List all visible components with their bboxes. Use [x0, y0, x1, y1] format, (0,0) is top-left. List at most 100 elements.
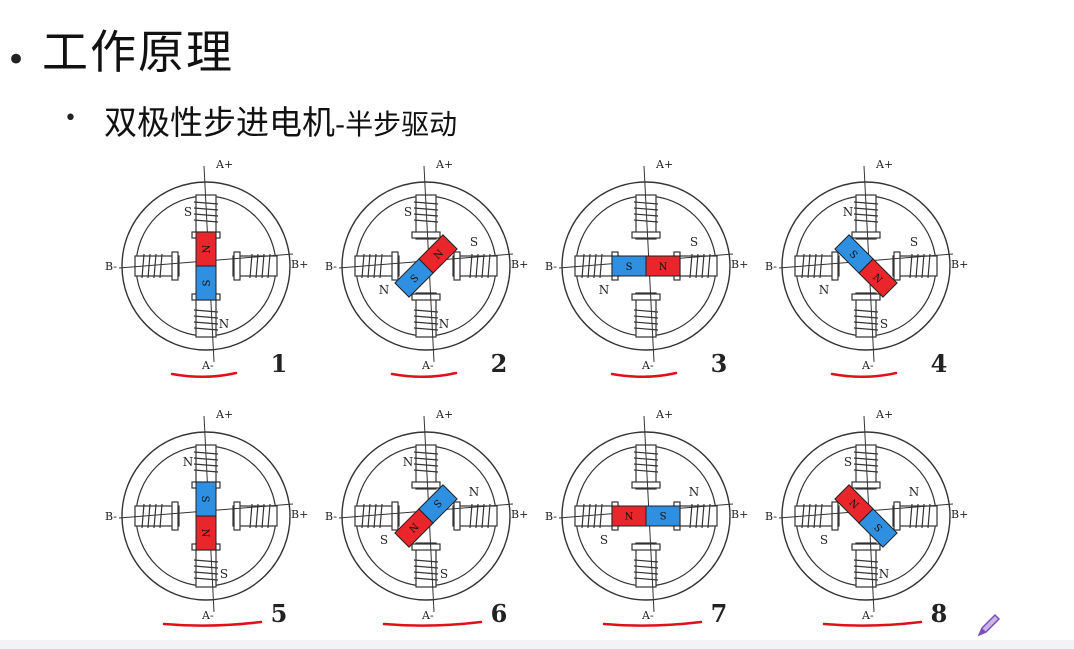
coil-winding: [481, 253, 485, 279]
pole-shoe: [453, 501, 461, 531]
motor-step-3: A+ A- B- B+ N S N S 3: [541, 152, 761, 392]
rotor-magnet: NS: [394, 234, 458, 298]
pole-shoe: [411, 231, 441, 239]
stator-pole-left-label: N: [599, 283, 610, 297]
pole-shoe: [411, 293, 441, 301]
terminal-b-plus: B+: [951, 508, 968, 521]
terminal-a-minus: A-: [421, 609, 434, 622]
pole-shoe: [171, 251, 179, 281]
coil-winding: [413, 571, 439, 575]
terminal-b-minus: B-: [325, 260, 337, 273]
coil-winding: [915, 253, 919, 279]
stator-outer-ring: [121, 431, 291, 601]
rotor-south-pole: [394, 258, 434, 298]
stator-pole-right-label: S: [690, 235, 698, 249]
coil-winding: [193, 577, 219, 581]
terminal-b-minus: B-: [105, 260, 117, 273]
subtitle-bullet: •: [64, 106, 77, 131]
coil-winding: [593, 503, 597, 529]
subtitle-suffix: -半步驱动: [335, 108, 458, 141]
coil-winding: [633, 571, 659, 575]
coil-winding: [469, 503, 473, 529]
coil-winding: [413, 327, 439, 331]
coil-winding: [193, 327, 219, 331]
title-bullet: •: [6, 40, 27, 80]
rotor-south-pole: [834, 234, 874, 274]
coil-winding: [153, 503, 157, 529]
stator-pole-top-label: S: [844, 455, 852, 469]
rotor-north-label: N: [624, 509, 633, 520]
pole-tooth: [635, 444, 657, 490]
terminal-b-minus: B-: [325, 510, 337, 523]
stator-pole: [452, 251, 498, 281]
coil-winding: [413, 577, 439, 581]
coil-winding: [373, 503, 377, 529]
red-underline-annotation: [170, 371, 238, 379]
stator-pole-bottom-label: N: [879, 567, 890, 581]
coil-winding: [707, 253, 711, 279]
stator-outer-ring: [121, 181, 291, 351]
step-number: 3: [711, 349, 728, 378]
pole-shoe: [411, 543, 441, 551]
coil-winding: [853, 571, 879, 575]
pole-shoe: [851, 481, 881, 489]
step-number: 7: [711, 599, 728, 628]
coil-winding: [193, 315, 219, 319]
motor-step-6: A+ A- B- B+ N S S N N S 6: [321, 402, 541, 642]
coil-winding: [193, 469, 219, 473]
red-underline-annotation: [390, 371, 458, 379]
terminal-a-plus: A+: [215, 158, 233, 171]
rotor-south-pole: [195, 481, 217, 517]
terminal-b-plus: B+: [731, 508, 748, 521]
coil-winding: [261, 253, 265, 279]
coil-winding: [689, 253, 693, 279]
coil-winding: [193, 571, 219, 575]
coil-winding: [853, 219, 879, 223]
coil-winding: [153, 253, 157, 279]
coil-winding: [813, 503, 817, 529]
motor-step-5: A+ A- B- B+ N S N S 5: [101, 402, 321, 642]
pole-shoe: [391, 251, 399, 281]
pole-shoe: [233, 251, 241, 281]
pole-tooth: [354, 255, 400, 277]
red-underline-annotation: [610, 371, 678, 379]
coil-winding: [909, 253, 913, 279]
terminal-a-plus: A+: [875, 408, 893, 421]
stator-pole-bottom-label: N: [219, 317, 230, 331]
terminal-b-plus: B+: [951, 258, 968, 271]
terminal-b-minus: B-: [545, 510, 557, 523]
coil-winding: [193, 309, 219, 313]
rotor-magnet: NS: [394, 484, 458, 548]
coil-winding: [633, 565, 659, 569]
step-number: 5: [271, 599, 288, 628]
rotor-magnet: NS: [611, 255, 681, 277]
stator-outer-ring: [561, 181, 731, 351]
coil-winding: [193, 565, 219, 569]
coil-winding: [413, 315, 439, 319]
coil-winding: [853, 309, 879, 313]
terminal-a-plus: A+: [215, 408, 233, 421]
coil-winding: [261, 503, 265, 529]
coil-winding: [701, 503, 705, 529]
pole-shoe: [831, 501, 839, 531]
coil-winding: [267, 253, 271, 279]
terminal-b-minus: B-: [105, 510, 117, 523]
stator-pole-top-label: N: [403, 455, 414, 469]
pole-shoe: [851, 231, 881, 239]
rotor-magnet: NS: [195, 231, 217, 301]
terminal-b-plus: B+: [731, 258, 748, 271]
pen-tool-icon[interactable]: [976, 612, 1002, 642]
rotor-south-pole: [195, 265, 217, 301]
stator-pole: [354, 251, 400, 281]
coil-winding: [487, 253, 491, 279]
coil-winding: [599, 503, 603, 529]
pole-tooth: [415, 194, 437, 240]
motor-step-1: A+ A- B- B+ S N N S 1: [101, 152, 321, 392]
coil-winding: [701, 253, 705, 279]
pole-shoe: [391, 501, 399, 531]
stator-outer-ring: [341, 181, 511, 351]
step-number: 4: [931, 349, 948, 378]
coil-winding: [249, 503, 253, 529]
